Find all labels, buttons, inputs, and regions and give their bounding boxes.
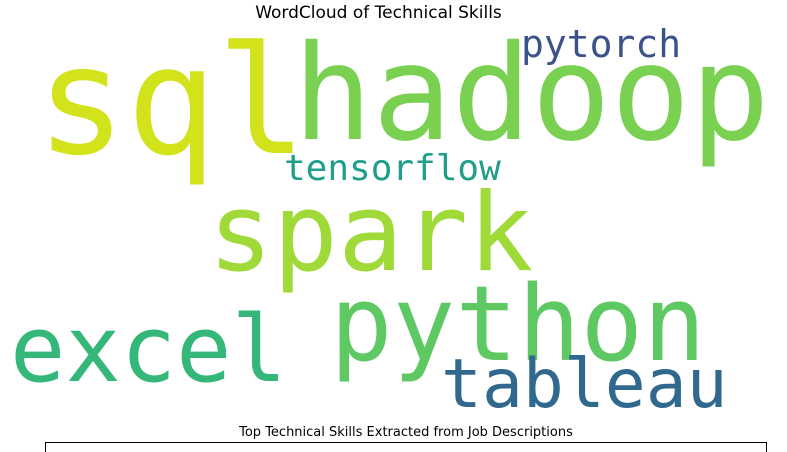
word-python: python: [330, 263, 706, 385]
word-tensorflow: tensorflow: [284, 148, 501, 189]
table-caption: Top Technical Skills Extracted from Job …: [239, 425, 573, 440]
word-pytorch: pytorch: [521, 22, 682, 66]
word-sql: sql: [36, 15, 307, 189]
chart-title: WordCloud of Technical Skills: [255, 3, 502, 23]
word-excel: excel: [10, 296, 287, 403]
word-spark: spark: [208, 171, 534, 296]
word-tableau: tableau: [441, 345, 728, 424]
table-frame: [45, 442, 767, 452]
word-hadoop: hadoop: [293, 17, 770, 171]
